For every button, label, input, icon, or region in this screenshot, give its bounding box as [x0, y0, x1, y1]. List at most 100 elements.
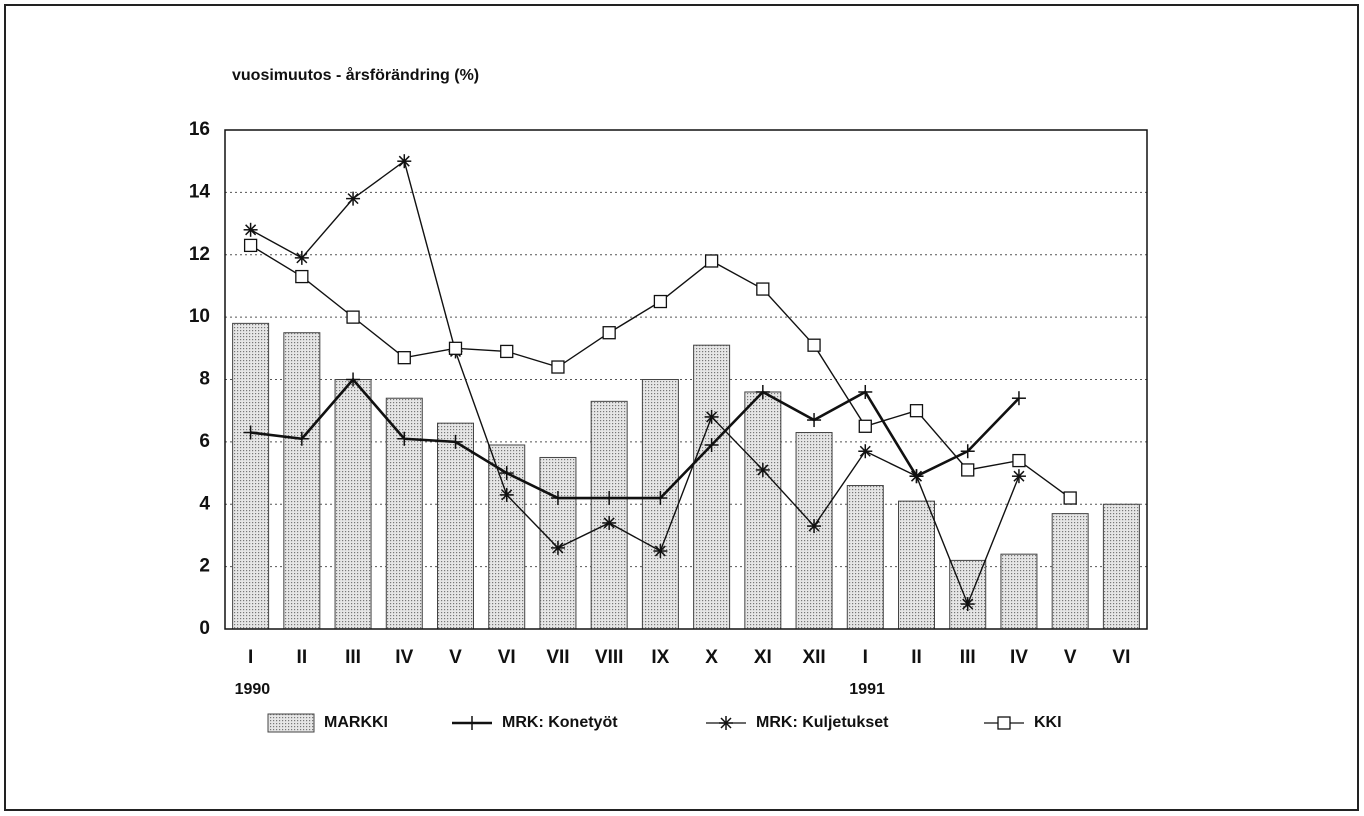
bar: [232, 322, 270, 630]
x-tick-label: I: [863, 647, 868, 668]
point: [704, 437, 719, 452]
point: [294, 431, 309, 446]
x-tick-label: III: [960, 647, 976, 668]
point: [1012, 453, 1026, 468]
y-tick-label: 10: [189, 306, 210, 327]
bar: [1102, 503, 1140, 630]
legend-marker: [719, 716, 733, 730]
point: [653, 491, 668, 506]
point: [550, 540, 565, 555]
point: [346, 372, 361, 387]
point: [551, 360, 565, 374]
point: [960, 444, 975, 459]
bar: [693, 344, 731, 630]
x-tick-label: X: [705, 647, 718, 668]
frame: [4, 4, 1359, 811]
x-tick-label: VII: [546, 647, 569, 668]
point: [1063, 491, 1077, 505]
point: [243, 222, 258, 237]
point: [500, 344, 514, 359]
point: [755, 462, 770, 477]
line: [250, 160, 1020, 606]
bar: [283, 332, 321, 630]
y-tick-label: 4: [199, 493, 210, 514]
y-tick-label: 8: [199, 369, 210, 390]
point: [961, 463, 975, 477]
point: [602, 326, 616, 340]
point: [346, 310, 360, 324]
x-tick-label: III: [345, 647, 361, 668]
point: [294, 250, 309, 265]
group-label: 1990: [235, 681, 271, 698]
bar: [744, 391, 782, 630]
x-tick-label: XI: [754, 647, 772, 668]
y-tick-label: 2: [199, 556, 210, 577]
bar: [898, 500, 935, 630]
point: [755, 384, 770, 399]
point: [602, 515, 617, 530]
point: [807, 413, 822, 428]
point: [550, 491, 565, 506]
x-tick-label: II: [297, 647, 308, 668]
bar: [334, 379, 372, 630]
point: [397, 431, 412, 446]
legend-swatch: [267, 713, 315, 733]
point: [909, 469, 924, 484]
x-tick-label: II: [911, 647, 922, 668]
bar: [949, 559, 987, 630]
point: [346, 191, 361, 206]
point: [756, 282, 770, 296]
point: [499, 487, 514, 502]
y-tick-label: 0: [199, 618, 210, 639]
point: [858, 384, 873, 399]
x-tick-label: IV: [1010, 647, 1028, 668]
point: [858, 419, 872, 433]
point: [243, 425, 258, 440]
legend-label: MRK: Konetyöt: [502, 714, 618, 731]
x-tick-label: VIII: [595, 647, 624, 668]
legend-label: MRK: Kuljetukset: [756, 714, 889, 731]
legend-marker: [465, 716, 479, 730]
point: [602, 491, 617, 506]
bar: [437, 422, 474, 630]
point: [295, 269, 309, 284]
x-tick-label: VI: [1112, 647, 1130, 668]
bar: [590, 400, 628, 630]
legend-marker: [997, 716, 1011, 730]
x-tick-label: VI: [498, 647, 516, 668]
y-tick-label: 14: [189, 181, 211, 202]
bar: [1000, 553, 1038, 630]
point: [960, 597, 975, 612]
x-tick-label: XII: [802, 647, 825, 668]
bar: [846, 485, 884, 630]
bar: [1051, 513, 1089, 630]
plot-frame: [224, 129, 1148, 630]
x-tick-label: V: [449, 647, 462, 668]
point: [704, 409, 719, 424]
point: [448, 434, 463, 449]
point: [807, 519, 822, 534]
group-label: 1991: [849, 681, 885, 698]
legend-label: KKI: [1034, 714, 1062, 731]
point: [704, 254, 719, 268]
y-tick-label: 6: [199, 431, 210, 452]
x-tick-label: IX: [651, 647, 669, 668]
point: [807, 338, 821, 352]
y-tick-label: 12: [189, 244, 210, 265]
point: [1011, 391, 1026, 406]
y-axis-label: vuosimuutos - årsförändring (%): [232, 66, 479, 84]
point: [397, 351, 411, 365]
x-tick-label: IV: [395, 647, 413, 668]
point: [397, 154, 412, 169]
point: [909, 404, 924, 418]
y-tick-label: 16: [189, 119, 210, 140]
point: [653, 294, 668, 309]
x-tick-label: V: [1064, 647, 1077, 668]
x-tick-label: I: [248, 647, 253, 668]
point: [653, 544, 668, 559]
legend-label: MARKKI: [324, 714, 388, 731]
point: [243, 238, 258, 253]
point: [858, 444, 873, 459]
point: [499, 466, 514, 481]
point: [448, 341, 463, 355]
